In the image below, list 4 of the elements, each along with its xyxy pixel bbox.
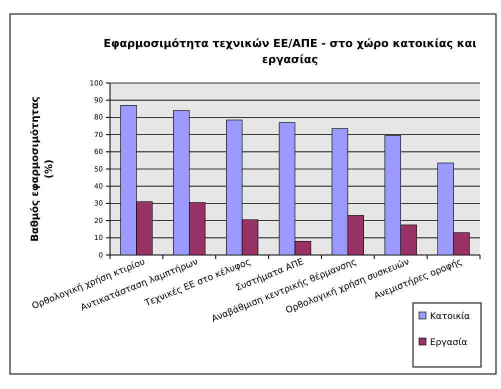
chart-title: Εφαρμοσιμότητα τεχνικών ΕΕ/ΑΠΕ - στο χώρο κατοικίας και εργασίας — [104, 37, 476, 66]
legend-label: Εργασία — [430, 337, 468, 348]
y-axis-title: Βαθμός εφαρμοσιμότητας (%) — [30, 96, 55, 242]
legend-label: Κατοικία — [430, 311, 470, 322]
